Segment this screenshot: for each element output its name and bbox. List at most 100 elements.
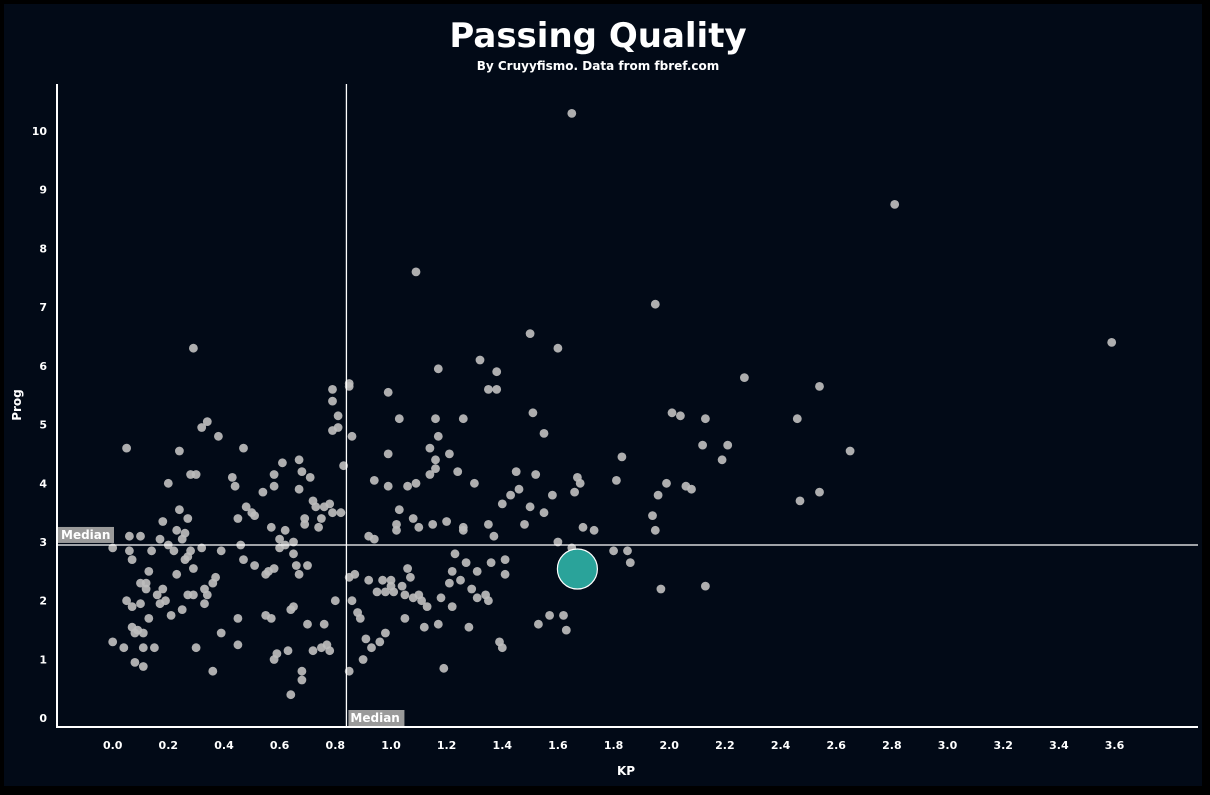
x-tick-label: 2.6 (826, 739, 846, 752)
data-point (328, 385, 337, 394)
data-point (539, 429, 549, 438)
x-tick-label: 1.6 (548, 739, 568, 752)
chart-title: Passing Quality (449, 16, 746, 56)
data-point (431, 464, 440, 473)
data-point (378, 575, 387, 585)
data-point (172, 525, 182, 535)
data-point (433, 431, 443, 441)
data-point (497, 499, 507, 509)
data-point (648, 511, 657, 520)
data-point (305, 473, 315, 482)
data-point (314, 522, 323, 532)
data-point (458, 522, 468, 532)
y-tick-label: 3 (39, 536, 47, 549)
data-point (333, 411, 343, 421)
data-point (890, 200, 900, 209)
data-point (845, 446, 855, 456)
data-point (475, 355, 485, 365)
data-point (303, 561, 312, 570)
data-point (266, 614, 276, 623)
data-point (186, 546, 196, 556)
data-point (525, 502, 535, 512)
data-point (433, 364, 443, 374)
data-point (172, 569, 182, 579)
data-point (650, 299, 660, 309)
data-point (500, 555, 510, 564)
chart-background (4, 4, 1202, 786)
data-point (461, 558, 471, 567)
y-tick-label: 1 (39, 654, 47, 667)
data-point (124, 546, 134, 556)
data-point (511, 467, 521, 476)
data-point (500, 569, 510, 579)
data-point (442, 517, 451, 526)
data-point (701, 414, 710, 424)
x-tick-label: 0.8 (326, 739, 346, 752)
data-point (701, 581, 710, 591)
data-point (269, 481, 279, 491)
median-label-box-vertical (348, 710, 405, 726)
data-point (687, 484, 696, 494)
data-point (289, 549, 298, 559)
highlight-layer (556, 548, 599, 590)
data-point (525, 329, 535, 338)
data-point (553, 537, 563, 547)
data-point (183, 514, 193, 523)
data-point (161, 596, 170, 606)
data-point (458, 414, 468, 424)
data-point (417, 596, 426, 606)
data-point (150, 643, 159, 653)
data-point (472, 567, 482, 576)
data-point (400, 614, 410, 623)
data-point (433, 619, 443, 629)
data-point (650, 525, 660, 535)
data-point (411, 267, 421, 277)
data-point (561, 625, 571, 635)
data-point (280, 525, 290, 535)
data-point (325, 646, 335, 656)
data-point (662, 478, 671, 488)
data-point (795, 496, 805, 506)
data-point (347, 431, 357, 441)
data-point (355, 614, 365, 623)
data-point (266, 522, 276, 532)
data-point (200, 599, 209, 609)
data-point (520, 520, 529, 529)
data-point (189, 564, 198, 573)
median-label-box-horizontal (58, 526, 114, 543)
data-point (283, 646, 293, 656)
data-point (419, 622, 429, 632)
data-point (233, 640, 243, 650)
data-point (158, 517, 168, 526)
data-point (303, 619, 312, 629)
data-point (297, 675, 307, 685)
data-point (289, 602, 298, 611)
data-point (278, 458, 287, 468)
data-point (486, 558, 496, 567)
data-point (400, 590, 410, 600)
data-point (369, 534, 379, 544)
data-point (656, 584, 666, 594)
x-tick-label: 1.8 (604, 739, 624, 752)
x-axis-label: KP (617, 764, 635, 778)
data-point (138, 628, 148, 638)
data-point (497, 643, 507, 653)
data-point (347, 596, 357, 606)
data-point (428, 520, 438, 529)
data-point (214, 431, 223, 441)
data-point (328, 396, 337, 406)
data-point (425, 443, 435, 453)
data-point (489, 531, 499, 541)
data-point (311, 502, 321, 512)
data-point (127, 555, 137, 564)
data-point (698, 440, 707, 450)
y-tick-label: 9 (39, 184, 47, 197)
data-point (180, 528, 190, 538)
y-tick-label: 10 (32, 125, 48, 138)
data-point (202, 417, 212, 426)
data-point (625, 558, 635, 567)
x-tick-label: 3.4 (1049, 739, 1069, 752)
data-point (325, 499, 335, 509)
data-point (147, 546, 157, 556)
data-point (381, 587, 390, 597)
